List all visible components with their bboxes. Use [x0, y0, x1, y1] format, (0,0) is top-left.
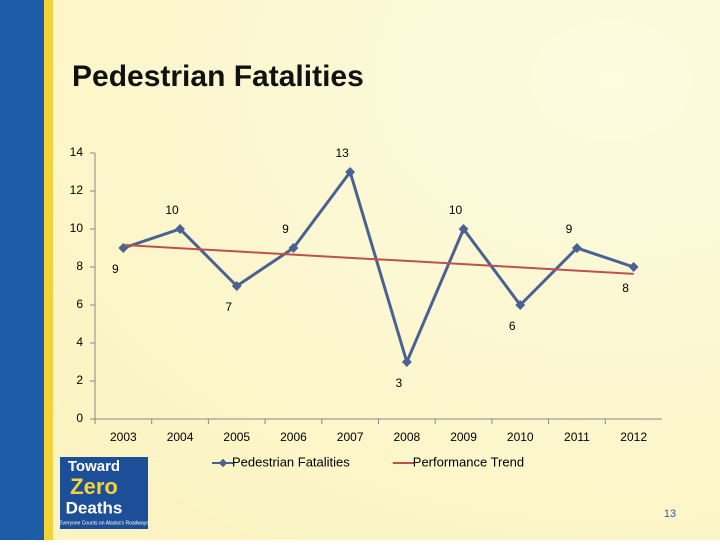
data-point — [572, 243, 582, 253]
data-point — [288, 243, 299, 253]
x-tick-label: 2005 — [223, 430, 250, 444]
data-point — [458, 224, 469, 234]
y-tick-label: 10 — [70, 221, 84, 235]
y-tick-label: 8 — [76, 259, 83, 273]
data-label: 3 — [396, 376, 403, 390]
legend-marker — [218, 458, 228, 468]
data-point — [515, 300, 526, 310]
y-tick-label: 2 — [76, 373, 83, 387]
side-stripe — [44, 0, 53, 540]
data-label: 13 — [335, 146, 349, 160]
logo-text: Toward — [68, 458, 120, 475]
data-point — [401, 357, 412, 367]
x-tick-label: 2008 — [393, 430, 420, 444]
data-label: 9 — [282, 222, 289, 236]
x-tick-label: 2010 — [507, 430, 534, 444]
y-tick-label: 12 — [70, 183, 84, 197]
legend-label: Pedestrian Fatalities — [232, 454, 350, 469]
y-tick-label: 4 — [76, 335, 83, 349]
legend-label: Performance Trend — [413, 454, 524, 469]
data-label: 7 — [225, 300, 232, 314]
x-tick-label: 2006 — [280, 430, 307, 444]
y-tick-label: 6 — [76, 297, 83, 311]
data-label: 9 — [566, 222, 573, 236]
data-point — [628, 262, 639, 272]
data-point — [231, 281, 242, 291]
y-tick-label: 0 — [76, 411, 83, 425]
logo-tagline: Everyone Counts on Alaska's Roadways — [59, 520, 149, 526]
series-line — [122, 168, 635, 367]
x-tick-label: 2004 — [167, 430, 194, 444]
side-bar — [0, 0, 44, 540]
page-number: 13 — [664, 508, 676, 520]
data-label: 10 — [165, 203, 179, 217]
logo-text: Zero — [70, 474, 118, 499]
data-point — [175, 224, 185, 234]
y-tick-label: 14 — [70, 145, 84, 159]
x-tick-label: 2007 — [337, 430, 364, 444]
data-label: 10 — [449, 203, 463, 217]
data-point — [345, 167, 356, 177]
data-label: 9 — [112, 262, 119, 276]
logo: Toward Zero Deaths Everyone Counts on Al… — [59, 457, 149, 529]
slide-title: Pedestrian Fatalities — [72, 60, 364, 93]
data-label: 8 — [622, 281, 629, 295]
data-label: 6 — [509, 319, 516, 333]
x-tick-label: 2011 — [564, 430, 590, 444]
x-tick-label: 2003 — [110, 430, 137, 444]
series-line — [123, 243, 634, 275]
chart: 0 2 4 6 8 10 12 14 2003 2004 2005 2006 2007 2008 2009 2… — [70, 145, 662, 469]
x-tick-label: 2012 — [620, 430, 647, 444]
logo-text: Deaths — [66, 498, 123, 517]
logo-box — [60, 457, 148, 529]
x-tick-label: 2009 — [450, 430, 477, 444]
